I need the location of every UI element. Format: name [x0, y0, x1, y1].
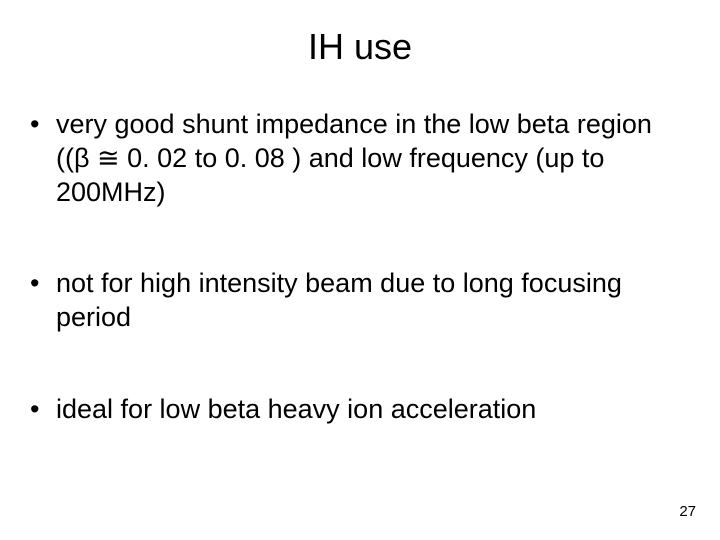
bullet-item: ideal for low beta heavy ion acceleratio…: [30, 393, 690, 427]
bullet-list: very good shunt impedance in the low bet…: [30, 108, 690, 427]
bullet-item: very good shunt impedance in the low bet…: [30, 108, 690, 209]
slide-body: very good shunt impedance in the low bet…: [0, 78, 720, 427]
slide-title: IH use: [0, 0, 720, 78]
page-number: 27: [679, 503, 696, 520]
slide: IH use very good shunt impedance in the …: [0, 0, 720, 540]
bullet-item: not for high intensity beam due to long …: [30, 267, 690, 335]
